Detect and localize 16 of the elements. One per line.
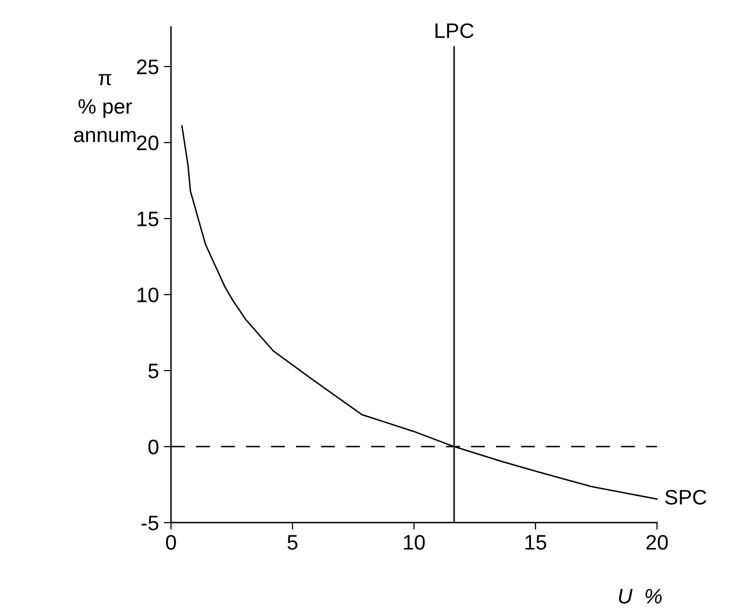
x-axis-title: U %	[618, 588, 662, 604]
x-tick-label: 0	[166, 534, 176, 550]
series-label: SPC	[665, 490, 706, 505]
x-tick-label: 5	[288, 535, 298, 550]
y-tick-label: 20	[137, 136, 158, 150]
y-tick-label: 0	[148, 440, 158, 454]
y-tick-label: 15	[138, 212, 158, 226]
ref-line-label: LPC	[436, 23, 474, 38]
y-tick-label: 5	[148, 364, 158, 378]
y-tick-label: -5	[142, 516, 158, 530]
x-tick-label: 20	[646, 534, 668, 550]
y-tick-label: 25	[137, 60, 158, 74]
y-tick-label: 10	[138, 288, 158, 302]
x-tick-label: 10	[404, 534, 425, 550]
y-axis-title: π % per annum	[74, 74, 136, 142]
x-tick-label: 15	[526, 535, 546, 550]
